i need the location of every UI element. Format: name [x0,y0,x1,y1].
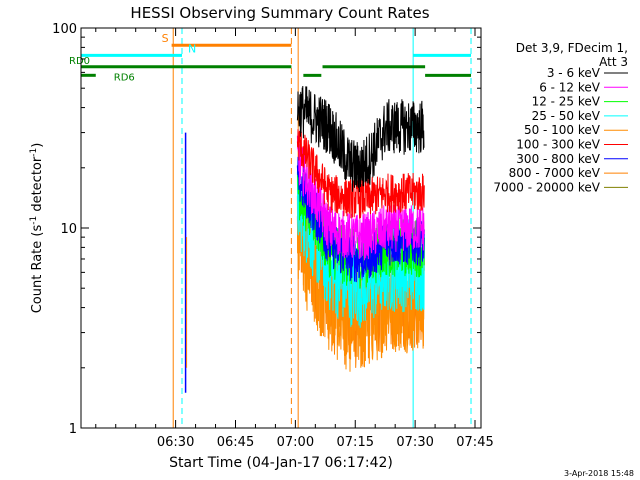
legend-label-9: 7000 - 20000 keV [493,180,600,194]
x-tick-label: 06:30 [157,435,194,450]
x-tick-label: 06:45 [217,435,254,450]
series-3-6-kev-line [296,85,425,193]
x-tick-label: 07:45 [456,435,493,450]
y-axis-label: Count Rate (s-1 detector-1) [29,143,45,314]
y-tick-label: 1 [69,422,77,437]
flag-label-s: S [162,32,169,45]
x-tick-label: 07:00 [277,435,314,450]
series-6-12-kev-line [296,135,425,261]
date-stamp: 3-Apr-2018 15:48 [564,469,634,478]
chart-title: HESSI Observing Summary Count Rates [130,4,429,22]
legend-label-5: 50 - 100 keV [524,123,601,137]
y-axis-label-sup1: -1 [29,216,39,225]
y-axis-label-sup2: -1 [29,148,39,157]
legend-label-6: 100 - 300 keV [516,138,600,152]
x-tick-label: 07:15 [337,435,374,450]
x-tick-label: 07:30 [396,435,433,450]
series-12-25-kev-line [296,165,425,289]
y-tick-label: 100 [52,22,77,37]
flag-label-rd6: RD6 [114,72,135,83]
legend-label-1: 3 - 6 keV [547,66,601,80]
plot-area: S N RD0 RD6 [69,28,472,428]
axes: 06:30 06:45 07:00 07:15 07:30 07:45 1 10 100 [52,22,494,450]
y-axis-label-mid: detector [30,156,45,216]
legend-label-3: 12 - 25 keV [532,95,601,109]
legend-label-7: 300 - 800 keV [516,152,600,166]
x-axis-label: Start Time (04-Jan-17 06:17:42) [169,455,393,471]
legend-label-8: 800 - 7000 keV [509,166,601,180]
flag-label-rd0: RD0 [69,56,90,67]
y-axis-label-end: ) [30,143,45,148]
legend-header-line2: Att 3 [599,55,628,69]
y-tick-label: 10 [60,222,77,237]
legend-header-line1: Det 3,9, FDecim 1, [516,41,628,55]
y-axis-label-main: Count Rate (s [30,225,45,314]
legend-label-4: 25 - 50 keV [532,109,601,123]
series-100-300-kev-line [296,129,425,219]
flag-label-n: N [188,42,196,55]
legend-label-2: 6 - 12 keV [539,80,601,94]
